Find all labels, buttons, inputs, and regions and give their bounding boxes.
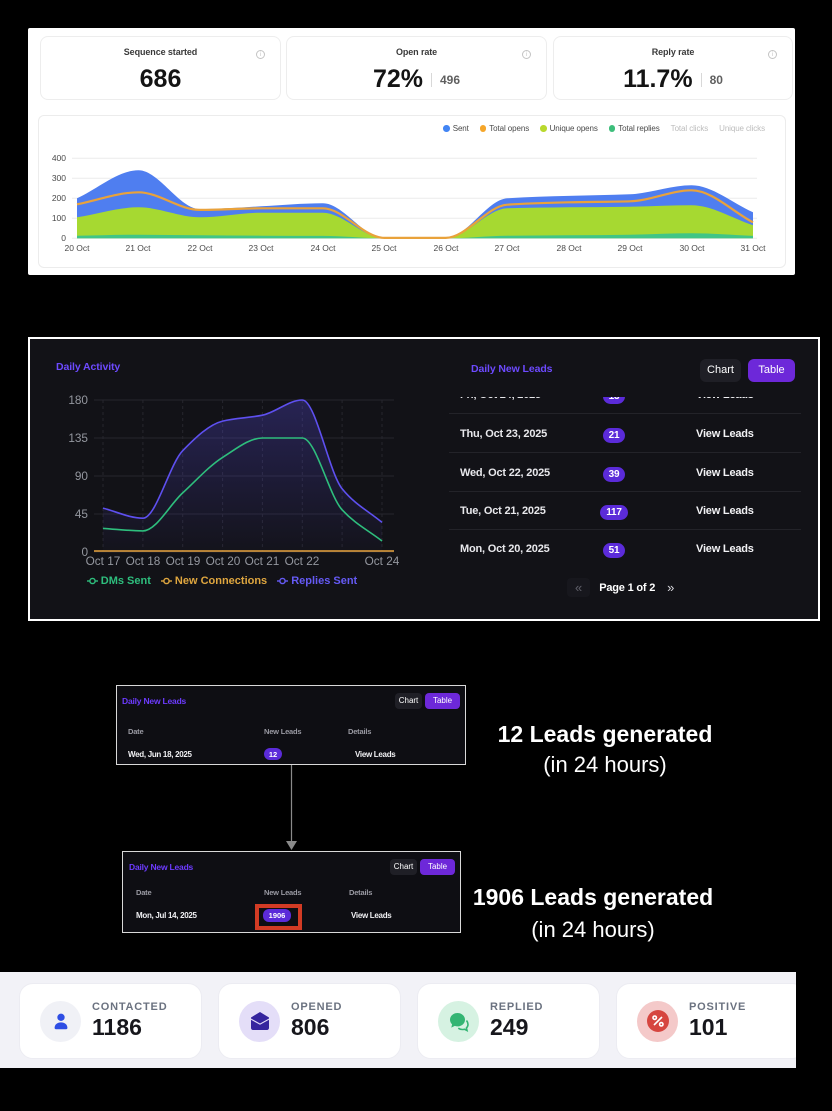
svg-text:27 Oct: 27 Oct bbox=[494, 243, 520, 253]
svg-text:20 Oct: 20 Oct bbox=[64, 243, 90, 253]
svg-text:Oct 18: Oct 18 bbox=[126, 554, 161, 568]
svg-text:90: 90 bbox=[75, 469, 89, 483]
svg-text:200: 200 bbox=[52, 193, 66, 203]
svg-text:Oct 24: Oct 24 bbox=[365, 554, 400, 568]
svg-text:135: 135 bbox=[68, 431, 88, 445]
svg-text:0: 0 bbox=[61, 233, 66, 243]
svg-text:Oct 20: Oct 20 bbox=[206, 554, 241, 568]
svg-text:22 Oct: 22 Oct bbox=[187, 243, 213, 253]
svg-text:100: 100 bbox=[52, 213, 66, 223]
svg-text:30 Oct: 30 Oct bbox=[679, 243, 705, 253]
svg-text:24 Oct: 24 Oct bbox=[310, 243, 336, 253]
svg-text:Oct 17: Oct 17 bbox=[86, 554, 121, 568]
svg-text:29 Oct: 29 Oct bbox=[617, 243, 643, 253]
svg-text:28 Oct: 28 Oct bbox=[556, 243, 582, 253]
svg-text:31 Oct: 31 Oct bbox=[740, 243, 766, 253]
svg-text:25 Oct: 25 Oct bbox=[371, 243, 397, 253]
svg-text:26 Oct: 26 Oct bbox=[433, 243, 459, 253]
svg-text:300: 300 bbox=[52, 173, 66, 183]
svg-text:45: 45 bbox=[75, 507, 89, 521]
svg-text:23 Oct: 23 Oct bbox=[248, 243, 274, 253]
svg-text:180: 180 bbox=[68, 393, 88, 407]
svg-text:21 Oct: 21 Oct bbox=[125, 243, 151, 253]
svg-text:400: 400 bbox=[52, 153, 66, 163]
svg-text:Oct 19: Oct 19 bbox=[166, 554, 201, 568]
svg-text:Oct 21: Oct 21 bbox=[245, 554, 280, 568]
svg-text:0: 0 bbox=[81, 545, 88, 559]
svg-text:Oct 22: Oct 22 bbox=[285, 554, 320, 568]
